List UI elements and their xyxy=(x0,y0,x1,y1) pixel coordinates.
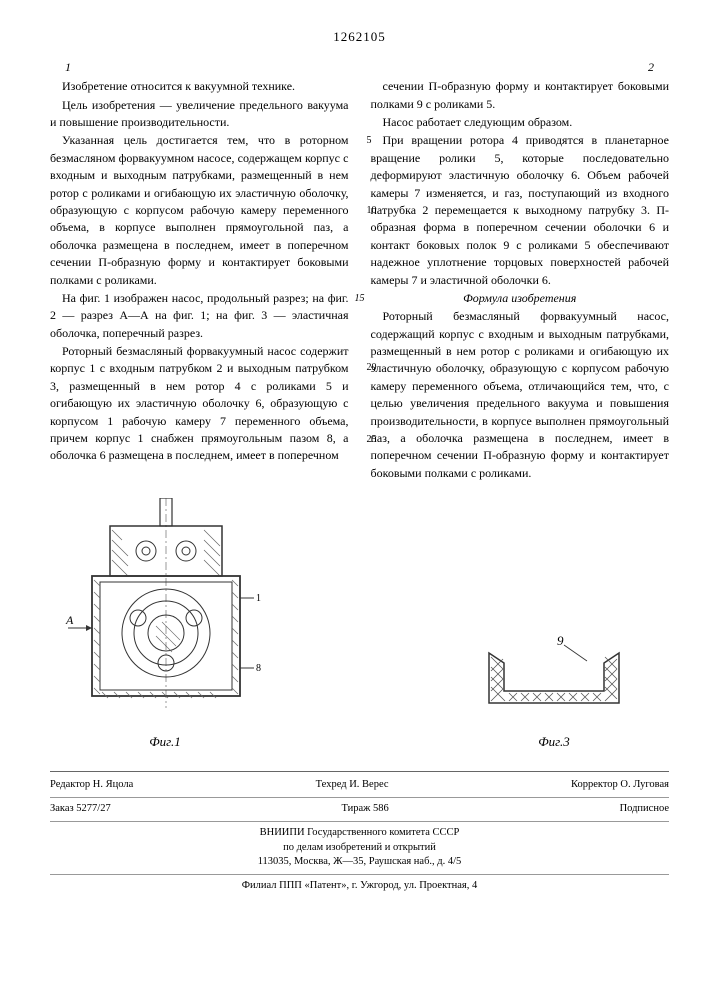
left-p1: Изобретение относится к вакуумной техник… xyxy=(50,78,349,95)
line-num-10: 10 xyxy=(355,204,377,219)
figures-row: А 1 8 Фиг.1 xyxy=(50,498,669,751)
editor: Редактор Н. Яцола xyxy=(50,778,133,793)
text-columns: Изобретение относится к вакуумной техник… xyxy=(50,78,669,483)
doc-number: 1262105 xyxy=(333,29,386,44)
tech: Техред И. Верес xyxy=(316,778,389,793)
footer-order: Заказ 5277/27 Тираж 586 Подписное xyxy=(50,802,669,817)
svg-text:А: А xyxy=(65,613,74,627)
line-num-20: 20 xyxy=(355,361,377,376)
doc-header: 1262105 xyxy=(50,28,669,47)
figure-1-svg: А 1 8 xyxy=(50,498,280,723)
col-label-right: 2 xyxy=(648,59,654,76)
fig3-callout: 9 xyxy=(557,633,564,648)
footer-addr2: Филиал ППП «Патент», г. Ужгород, ул. Про… xyxy=(50,879,669,894)
footer: Редактор Н. Яцола Техред И. Верес Коррек… xyxy=(50,771,669,893)
svg-text:1: 1 xyxy=(256,593,261,604)
right-column: сечении П-образную форму и контактирует … xyxy=(371,78,670,483)
figure-1: А 1 8 Фиг.1 xyxy=(50,498,280,751)
right-p4: 20 25 Роторный безмасляный форвакуумный … xyxy=(371,308,670,482)
line-num-15: 15 xyxy=(355,292,365,307)
corrector: Корректор О. Луговая xyxy=(571,778,669,793)
column-numbers: 1 2 xyxy=(50,59,669,76)
left-p4: На фиг. 1 изображен насос, продольный ра… xyxy=(50,290,349,342)
right-p3: 5 10 При вращении ротора 4 приводятся в … xyxy=(371,132,670,289)
left-p3: Указанная цель достигается тем, что в ро… xyxy=(50,132,349,289)
right-p2: Насос работает следующим образом. xyxy=(371,114,670,131)
left-p5: Роторный безмасляный форвакуумный насос … xyxy=(50,343,349,465)
line-num-25: 25 xyxy=(355,433,377,448)
footer-org: ВНИИПИ Государственного комитета СССР по… xyxy=(50,826,669,870)
col-label-left: 1 xyxy=(65,59,71,76)
right-p1: сечении П-образную форму и контактирует … xyxy=(371,78,670,113)
figure-3: 9 Фиг.3 xyxy=(469,633,639,751)
left-p2: Цель изобретения — увеличение предельног… xyxy=(50,97,349,132)
fig3-label: Фиг.3 xyxy=(469,733,639,752)
svg-text:8: 8 xyxy=(256,663,261,674)
line-num-5: 5 xyxy=(355,134,372,149)
fig1-label: Фиг.1 xyxy=(50,733,280,752)
footer-credits: Редактор Н. Яцола Техред И. Верес Коррек… xyxy=(50,778,669,793)
figure-3-svg: 9 xyxy=(469,633,639,723)
formula-title: 15 Формула изобретения xyxy=(371,290,670,307)
left-column: Изобретение относится к вакуумной техник… xyxy=(50,78,349,483)
